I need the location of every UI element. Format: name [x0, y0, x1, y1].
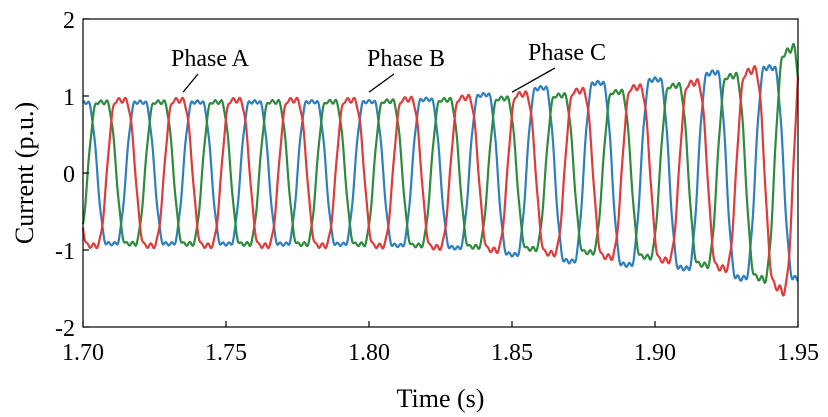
x-tick-label: 1.70: [62, 340, 104, 366]
y-tick-label: 0: [63, 162, 75, 188]
y-axis-title: Current (p.u.): [10, 102, 39, 244]
y-tick-label: -1: [55, 239, 75, 265]
x-tick-label: 1.90: [634, 340, 676, 366]
annotation-phase-b: Phase B: [367, 46, 445, 72]
annotation-phase-c: Phase C: [528, 40, 606, 66]
x-tick-label: 1.95: [777, 340, 819, 366]
series-line-phase-b: [81, 42, 800, 284]
annotation-leader: [368, 73, 395, 93]
series-line-phase-a: [82, 64, 799, 282]
annotation-phase-a: Phase A: [171, 46, 250, 72]
x-axis-title: Time (s): [397, 384, 485, 413]
y-tick-label: 2: [63, 8, 75, 34]
y-tick-label: 1: [63, 85, 75, 111]
x-tick-label: 1.80: [348, 340, 390, 366]
annotation-leader: [182, 73, 199, 93]
annotations: Phase A Phase B Phase C: [171, 40, 606, 93]
series-line-phase-c: [81, 64, 800, 297]
y-tick-label: -2: [55, 316, 75, 342]
annotation-leader: [511, 67, 556, 93]
x-tick-label: 1.75: [205, 340, 247, 366]
x-tick-label: 1.85: [491, 340, 533, 366]
axes: 1.70 1.75 1.80 1.85 1.90 1.95 -2 -1 0 1 2: [55, 8, 819, 366]
plot-lines: [81, 42, 800, 297]
